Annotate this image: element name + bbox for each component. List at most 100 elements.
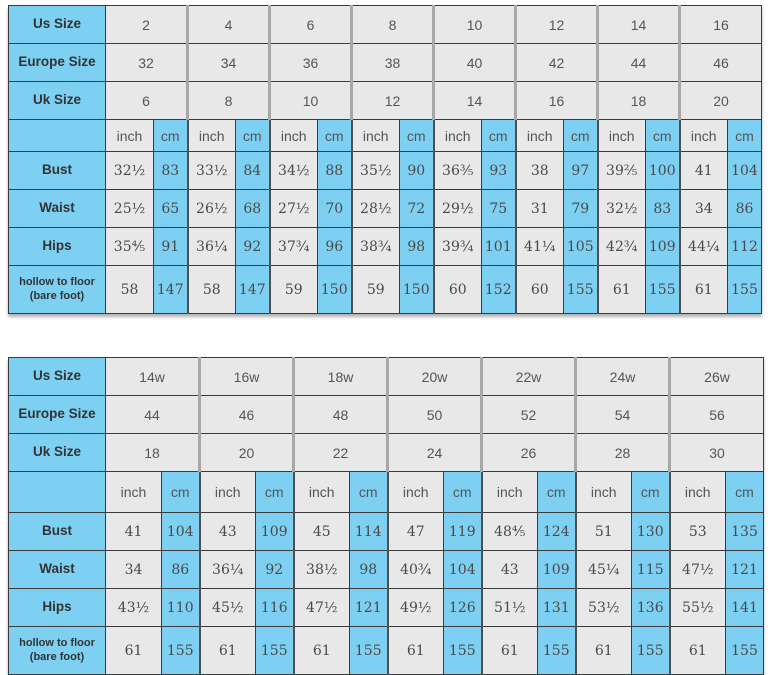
measure-cm-cell: 124 — [537, 512, 576, 551]
row-label: Uk Size — [8, 433, 106, 472]
row-label: hollow to floor (bare foot) — [8, 626, 106, 675]
measure-inch-cell: 32½ — [105, 151, 154, 190]
size-cell: 20 — [198, 433, 294, 472]
size-cell: 52 — [480, 395, 576, 434]
measure-inch-cell: 60 — [432, 265, 482, 314]
measure-inch-cell: 36¼ — [198, 550, 256, 589]
size-cell: 6 — [268, 5, 352, 44]
measure-cm-cell: 84 — [235, 151, 270, 190]
measure-cm-cell: 110 — [161, 588, 200, 627]
unit-cm-cell: cm — [645, 119, 680, 152]
measure-cm-cell: 93 — [481, 151, 516, 190]
measure-cm-cell: 92 — [235, 227, 270, 266]
measure-inch-cell: 26½ — [186, 189, 236, 228]
measure-cm-cell: 86 — [161, 550, 200, 589]
size-cell: 10 — [432, 5, 516, 44]
size-cell: 12 — [350, 81, 434, 120]
unit-inch-cell: inch — [668, 471, 726, 513]
measure-inch-cell: 61 — [678, 265, 728, 314]
measure-inch-cell: 60 — [514, 265, 564, 314]
measure-inch-cell: 44¼ — [678, 227, 728, 266]
row-label-empty — [8, 119, 106, 152]
size-cell: 54 — [574, 395, 670, 434]
size-cell: 18 — [596, 81, 680, 120]
measure-inch-cell: 61 — [574, 626, 632, 675]
unit-cm-cell: cm — [161, 471, 200, 513]
measure-cm-cell: 75 — [481, 189, 516, 228]
measure-inch-cell: 45 — [292, 512, 350, 551]
unit-inch-cell: inch — [386, 471, 444, 513]
measure-inch-cell: 53½ — [574, 588, 632, 627]
size-cell: 14 — [432, 81, 516, 120]
measure-cm-cell: 155 — [255, 626, 294, 675]
measure-cm-cell: 112 — [727, 227, 762, 266]
size-cell: 26 — [480, 433, 576, 472]
unit-inch-cell: inch — [268, 119, 318, 152]
size-cell: 44 — [596, 43, 680, 82]
unit-inch-cell: inch — [350, 119, 400, 152]
measure-cm-cell: 155 — [563, 265, 598, 314]
measure-cm-cell: 92 — [255, 550, 294, 589]
size-cell: 12 — [514, 5, 598, 44]
row-label: Uk Size — [8, 81, 106, 120]
measure-cm-cell: 104 — [727, 151, 762, 190]
unit-cm-cell: cm — [153, 119, 188, 152]
row-label: Waist — [8, 550, 106, 589]
size-cell: 20w — [386, 357, 482, 396]
measure-cm-cell: 98 — [399, 227, 434, 266]
measure-inch-cell: 43 — [480, 550, 538, 589]
size-cell: 26w — [668, 357, 764, 396]
measure-cm-cell: 68 — [235, 189, 270, 228]
size-cell: 48 — [292, 395, 388, 434]
row-label: Waist — [8, 189, 106, 228]
measure-inch-cell: 49½ — [386, 588, 444, 627]
measure-cm-cell: 155 — [631, 626, 670, 675]
measure-cm-cell: 72 — [399, 189, 434, 228]
row-label: Hips — [8, 588, 106, 627]
measure-inch-cell: 34½ — [268, 151, 318, 190]
measure-inch-cell: 61 — [292, 626, 350, 675]
measure-cm-cell: 115 — [631, 550, 670, 589]
measure-inch-cell: 53 — [668, 512, 726, 551]
measure-inch-cell: 39⅖ — [596, 151, 646, 190]
size-cell: 38 — [350, 43, 434, 82]
measure-inch-cell: 38½ — [292, 550, 350, 589]
unit-cm-cell: cm — [349, 471, 388, 513]
measure-inch-cell: 42¾ — [596, 227, 646, 266]
unit-cm-cell: cm — [725, 471, 764, 513]
measure-cm-cell: 155 — [725, 626, 764, 675]
size-cell: 8 — [186, 81, 270, 120]
size-cell: 22w — [480, 357, 576, 396]
row-label: hollow to floor (bare foot) — [8, 265, 106, 314]
measure-cm-cell: 91 — [153, 227, 188, 266]
measure-cm-cell: 114 — [349, 512, 388, 551]
measure-inch-cell: 31 — [514, 189, 564, 228]
size-cell: 2 — [105, 5, 188, 44]
unit-cm-cell: cm — [399, 119, 434, 152]
size-cell: 30 — [668, 433, 764, 472]
measure-cm-cell: 121 — [349, 588, 388, 627]
unit-cm-cell: cm — [443, 471, 482, 513]
measure-cm-cell: 88 — [317, 151, 352, 190]
size-cell: 14 — [596, 5, 680, 44]
measure-inch-cell: 47 — [386, 512, 444, 551]
size-chart-regular: Us Size 2 4 6 8 10 12 14 16 Europe Size 32 34 36 38 40… — [8, 5, 773, 314]
measure-cm-cell: 116 — [255, 588, 294, 627]
measure-inch-cell: 41¼ — [514, 227, 564, 266]
unit-cm-cell: cm — [563, 119, 598, 152]
size-cell: 8 — [350, 5, 434, 44]
size-cell: 44 — [105, 395, 200, 434]
measure-inch-cell: 58 — [186, 265, 236, 314]
measure-cm-cell: 130 — [631, 512, 670, 551]
measure-cm-cell: 135 — [725, 512, 764, 551]
size-cell: 6 — [105, 81, 188, 120]
unit-inch-cell: inch — [574, 471, 632, 513]
measure-cm-cell: 147 — [153, 265, 188, 314]
measure-cm-cell: 155 — [443, 626, 482, 675]
measure-cm-cell: 104 — [161, 512, 200, 551]
measure-cm-cell: 155 — [537, 626, 576, 675]
measure-inch-cell: 38 — [514, 151, 564, 190]
row-label: Us Size — [8, 5, 106, 44]
row-label: Bust — [8, 151, 106, 190]
